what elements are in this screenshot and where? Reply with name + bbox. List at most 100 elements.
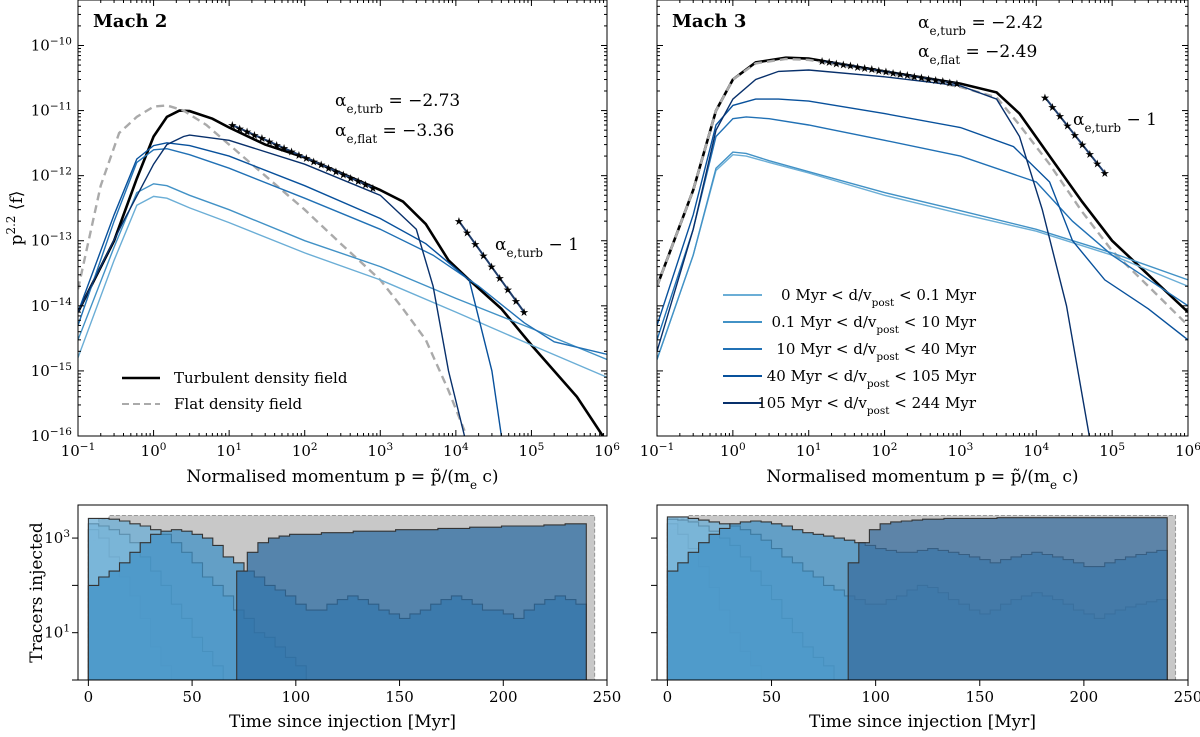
- fit-star: ★: [817, 55, 827, 68]
- fit-star: ★: [824, 56, 834, 69]
- fit-star: ★: [235, 122, 245, 135]
- y-tick-label: 101: [44, 623, 70, 642]
- annotation-2: αe,turb − 1: [495, 235, 579, 260]
- fit-star: ★: [931, 74, 941, 87]
- x-tick-label: 150: [385, 688, 414, 706]
- fit-star: ★: [272, 139, 282, 152]
- spectrum-panel-1: ★★★★★★★★★★★★★★★★★★★★★★★★★★★★★: [77, 0, 608, 437]
- panel-title: Mach 2: [93, 11, 167, 32]
- fit-star: ★: [257, 132, 267, 145]
- series-line-6: [657, 69, 1090, 436]
- y-tick-label: 10−12: [31, 166, 72, 185]
- fit-star: ★: [846, 60, 856, 73]
- fit-star: ★: [227, 119, 237, 132]
- annotation-2: αe,turb − 1: [1073, 110, 1157, 135]
- fit-star: ★: [1092, 158, 1102, 171]
- fit-star: ★: [938, 75, 948, 88]
- legend-label: Turbulent density field: [174, 369, 348, 387]
- fit-star: ★: [454, 215, 464, 228]
- fit-star: ★: [1040, 91, 1050, 104]
- fit-star: ★: [346, 172, 356, 185]
- spectrum-panel-2: ★★★★★★★★★★★★★★★★★★★★★★★★★★★★★: [656, 0, 1189, 437]
- x-axis-label: Time since injection [Myr]: [229, 712, 456, 732]
- x-tick-label: 103: [948, 441, 974, 460]
- fit-star: ★: [1055, 110, 1065, 123]
- fit-star: ★: [242, 126, 252, 139]
- series-line-3: [78, 183, 607, 361]
- fit-star: ★: [1062, 120, 1072, 133]
- annotation-0: αe,turb = −2.73: [335, 91, 460, 116]
- fit-star: ★: [511, 295, 521, 308]
- fit-star: ★: [874, 64, 884, 77]
- axes-frame: [656, 504, 1189, 681]
- fit-star: ★: [331, 165, 341, 178]
- fit-star: ★: [1070, 129, 1080, 142]
- fit-star: ★: [895, 68, 905, 81]
- x-tick-label: 102: [872, 441, 898, 460]
- x-tick-label: 0: [84, 688, 94, 706]
- annotation-1: αe,flat = −2.49: [918, 42, 1037, 67]
- x-tick-label: 101: [216, 441, 242, 460]
- x-tick-label: 0: [663, 688, 673, 706]
- x-axis-label: Normalised momentum p = p̃/(me c): [766, 467, 1078, 492]
- y-tick-label: 10−13: [31, 231, 72, 250]
- x-tick-label: 250: [593, 688, 622, 706]
- fit-star: ★: [860, 62, 870, 75]
- x-tick-label: 10−1: [61, 441, 96, 460]
- x-tick-label: 106: [594, 441, 620, 460]
- y-tick-label: 10−15: [31, 361, 72, 380]
- fit-star: ★: [503, 283, 513, 296]
- x-tick-label: 106: [1175, 441, 1200, 460]
- x-tick-label: 100: [282, 688, 311, 706]
- fit-star: ★: [368, 182, 378, 195]
- x-tick-label: 100: [861, 688, 890, 706]
- fit-star: ★: [945, 76, 955, 89]
- fit-star: ★: [279, 142, 289, 155]
- y-tick-label: 10−16: [31, 426, 73, 445]
- axes-frame: [77, 504, 608, 681]
- fit-line-1: [458, 220, 525, 313]
- fit-star: ★: [294, 149, 304, 162]
- fit-star: ★: [952, 78, 962, 91]
- series-line-4: [78, 147, 607, 355]
- y-tick-label: 103: [44, 528, 70, 547]
- fit-star: ★: [909, 70, 919, 83]
- x-tick-label: 200: [1070, 688, 1099, 706]
- x-tick-label: 101: [796, 441, 822, 460]
- series-line-1: [657, 57, 1188, 327]
- fit-star: ★: [902, 69, 912, 82]
- legend-label: 10 Myr < d/vpost < 40 Myr: [776, 340, 977, 363]
- fit-star: ★: [301, 152, 311, 165]
- x-tick-label: 50: [183, 688, 202, 706]
- fit-star: ★: [487, 261, 497, 274]
- series-line-2: [78, 195, 607, 378]
- fit-star: ★: [924, 73, 934, 86]
- x-tick-label: 50: [762, 688, 781, 706]
- x-tick-label: 100: [141, 441, 167, 460]
- x-tick-label: 105: [1099, 441, 1125, 460]
- fit-line-0: [231, 124, 374, 189]
- y-tick-label: 10−10: [31, 35, 72, 54]
- legend-label: 105 Myr < d/vpost < 244 Myr: [757, 394, 977, 417]
- x-axis-label: Normalised momentum p = p̃/(me c): [186, 467, 498, 492]
- fit-star: ★: [888, 67, 898, 80]
- legend-label: 0 Myr < d/vpost < 0.1 Myr: [781, 286, 977, 309]
- y-axis-label: p2.2 ⟨f⟩: [4, 191, 27, 246]
- fit-star: ★: [1085, 148, 1095, 161]
- legend-label: 40 Myr < d/vpost < 105 Myr: [767, 367, 977, 390]
- x-tick-label: 104: [1023, 441, 1049, 460]
- x-tick-label: 250: [1174, 688, 1200, 706]
- histogram-5: [88, 523, 587, 680]
- x-tick-label: 105: [519, 441, 545, 460]
- fit-star: ★: [881, 66, 891, 79]
- series-line-5: [78, 142, 503, 436]
- x-tick-label: 103: [367, 441, 393, 460]
- panel-title: Mach 3: [672, 11, 746, 32]
- axes-frame: [656, 0, 1189, 437]
- fit-star: ★: [361, 179, 371, 192]
- series-line-4: [657, 116, 1188, 341]
- fit-star: ★: [1077, 139, 1087, 152]
- histogram-panel-1: [72, 504, 608, 686]
- fit-star: ★: [495, 272, 505, 285]
